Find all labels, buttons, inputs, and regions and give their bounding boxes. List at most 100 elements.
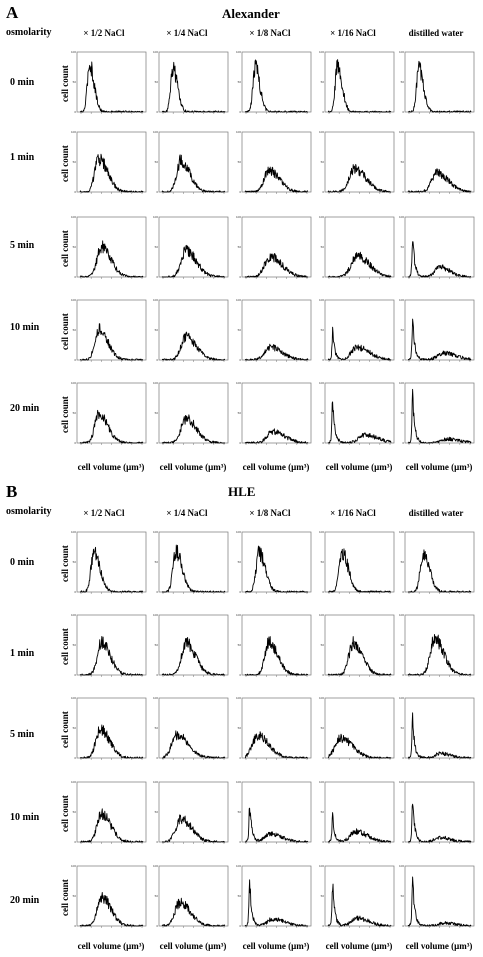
y-tick-label: 50: [155, 810, 159, 814]
panel-b-xlabel-col-1: cell volume (μm³): [77, 941, 145, 951]
y-tick-label: 50: [321, 560, 325, 564]
y-tick-label: 0: [74, 673, 76, 677]
y-tick-label: 100: [319, 696, 324, 700]
y-tick-label: 50: [321, 80, 325, 84]
y-tick-label: 0: [239, 110, 241, 114]
plot-frame: [76, 531, 147, 593]
histogram-line: [79, 153, 144, 193]
y-tick-label: 0: [156, 673, 158, 677]
y-tick-label: 50: [155, 726, 159, 730]
y-tick-label: 0: [239, 924, 241, 928]
panel-b-row-3: 5 min: [10, 729, 35, 740]
y-tick-label: 0: [74, 190, 76, 194]
y-tick-label: 50: [155, 160, 159, 164]
panel-a-histogram-r2-c3: 0 50 100: [236, 130, 312, 194]
y-tick-label: 100: [236, 381, 241, 385]
histogram-line: [407, 634, 472, 676]
y-tick-label: 100: [399, 381, 404, 385]
y-tick-label: 0: [402, 756, 404, 760]
histogram-line: [407, 803, 472, 843]
panel-b-xlabel-col-5: cell volume (μm³): [405, 941, 473, 951]
panel-a-histogram-r2-c1: 0 50 100: [71, 130, 147, 194]
y-tick-label: 100: [319, 530, 324, 534]
histogram-line: [79, 724, 144, 759]
panel-b-histogram-r5-c3: 0 50 100: [236, 864, 312, 928]
plot-frame: [241, 131, 312, 193]
histogram-line: [407, 168, 472, 193]
y-tick-label: 0: [156, 924, 158, 928]
panel-a-ylabel-row-1: cell count: [60, 65, 70, 102]
panel-a-histogram-r3-c2: 0 50 100: [153, 215, 229, 279]
y-tick-label: 100: [236, 864, 241, 868]
plot-frame: [76, 781, 147, 843]
y-tick-label: 100: [153, 613, 158, 617]
y-tick-label: 100: [319, 50, 324, 54]
panel-a-xlabel-col-2: cell volume (μm³): [159, 462, 227, 472]
y-tick-label: 0: [74, 110, 76, 114]
y-tick-label: 100: [153, 530, 158, 534]
plot-frame: [404, 697, 475, 759]
y-tick-label: 100: [71, 696, 76, 700]
y-tick-label: 0: [239, 673, 241, 677]
histogram-line: [79, 323, 144, 361]
y-tick-label: 100: [399, 50, 404, 54]
panel-a-col-3: × 1/8 NaCl: [249, 28, 291, 38]
y-tick-label: 0: [74, 441, 76, 445]
y-tick-label: 100: [319, 381, 324, 385]
y-tick-label: 50: [238, 245, 242, 249]
y-tick-label: 0: [239, 275, 241, 279]
panel-a-xlabel-col-5: cell volume (μm³): [405, 462, 473, 472]
y-tick-label: 50: [238, 411, 242, 415]
y-tick-label: 50: [73, 643, 77, 647]
plot-frame: [76, 865, 147, 927]
y-tick-label: 0: [156, 441, 158, 445]
histogram-line: [327, 548, 392, 593]
y-tick-label: 0: [239, 840, 241, 844]
panel-a-histogram-r5-c4: 0 50 100: [319, 381, 395, 445]
panel-a-histogram-r5-c5: 0 50 100: [399, 381, 475, 445]
plot-frame: [158, 614, 229, 676]
panel-a-histogram-r2-c5: 0 50 100: [399, 130, 475, 194]
plot-frame: [324, 299, 395, 361]
y-tick-label: 50: [321, 643, 325, 647]
y-tick-label: 0: [402, 190, 404, 194]
histogram-line: [327, 812, 392, 843]
y-tick-label: 100: [319, 130, 324, 134]
y-tick-label: 50: [401, 328, 405, 332]
y-tick-label: 100: [236, 215, 241, 219]
y-tick-label: 50: [73, 411, 77, 415]
plot-frame: [241, 614, 312, 676]
histogram-line: [244, 731, 309, 759]
histogram-line: [161, 61, 226, 113]
y-tick-label: 50: [321, 726, 325, 730]
plot-frame: [76, 614, 147, 676]
y-tick-label: 100: [399, 780, 404, 784]
panel-b-ylabel-row-5: cell count: [60, 879, 70, 916]
panel-b-title: HLE: [228, 484, 256, 499]
panel-b-row-4: 10 min: [10, 812, 40, 823]
y-tick-label: 50: [238, 328, 242, 332]
panel-b-histogram-r5-c2: 0 50 100: [153, 864, 229, 928]
y-tick-label: 0: [322, 924, 324, 928]
panel-a-histogram-r1-c1: 0 50 100: [71, 50, 147, 114]
panel-a-row-1: 0 min: [10, 77, 35, 88]
histogram-line: [244, 253, 309, 278]
histogram-line: [407, 549, 472, 593]
panel-a-xlabel-col-4: cell volume (μm³): [325, 462, 393, 472]
panel-a-row-2: 1 min: [10, 152, 35, 163]
y-tick-label: 50: [321, 245, 325, 249]
y-tick-label: 100: [71, 381, 76, 385]
histogram-line: [79, 808, 144, 843]
y-tick-label: 50: [155, 245, 159, 249]
plot-frame: [158, 382, 229, 444]
panel-b-osmolarity-label: osmolarity: [6, 506, 52, 517]
plot-frame: [324, 131, 395, 193]
panel-b-histogram-r1-c4: 0 50 100: [319, 530, 395, 594]
histogram-line: [161, 244, 226, 278]
y-tick-label: 50: [73, 328, 77, 332]
panel-a-histogram-r3-c1: 0 50 100: [71, 215, 147, 279]
histogram-line: [161, 730, 226, 759]
panel-a-histogram-r4-c4: 0 50 100: [319, 298, 395, 362]
y-tick-label: 0: [156, 756, 158, 760]
y-tick-label: 100: [236, 696, 241, 700]
